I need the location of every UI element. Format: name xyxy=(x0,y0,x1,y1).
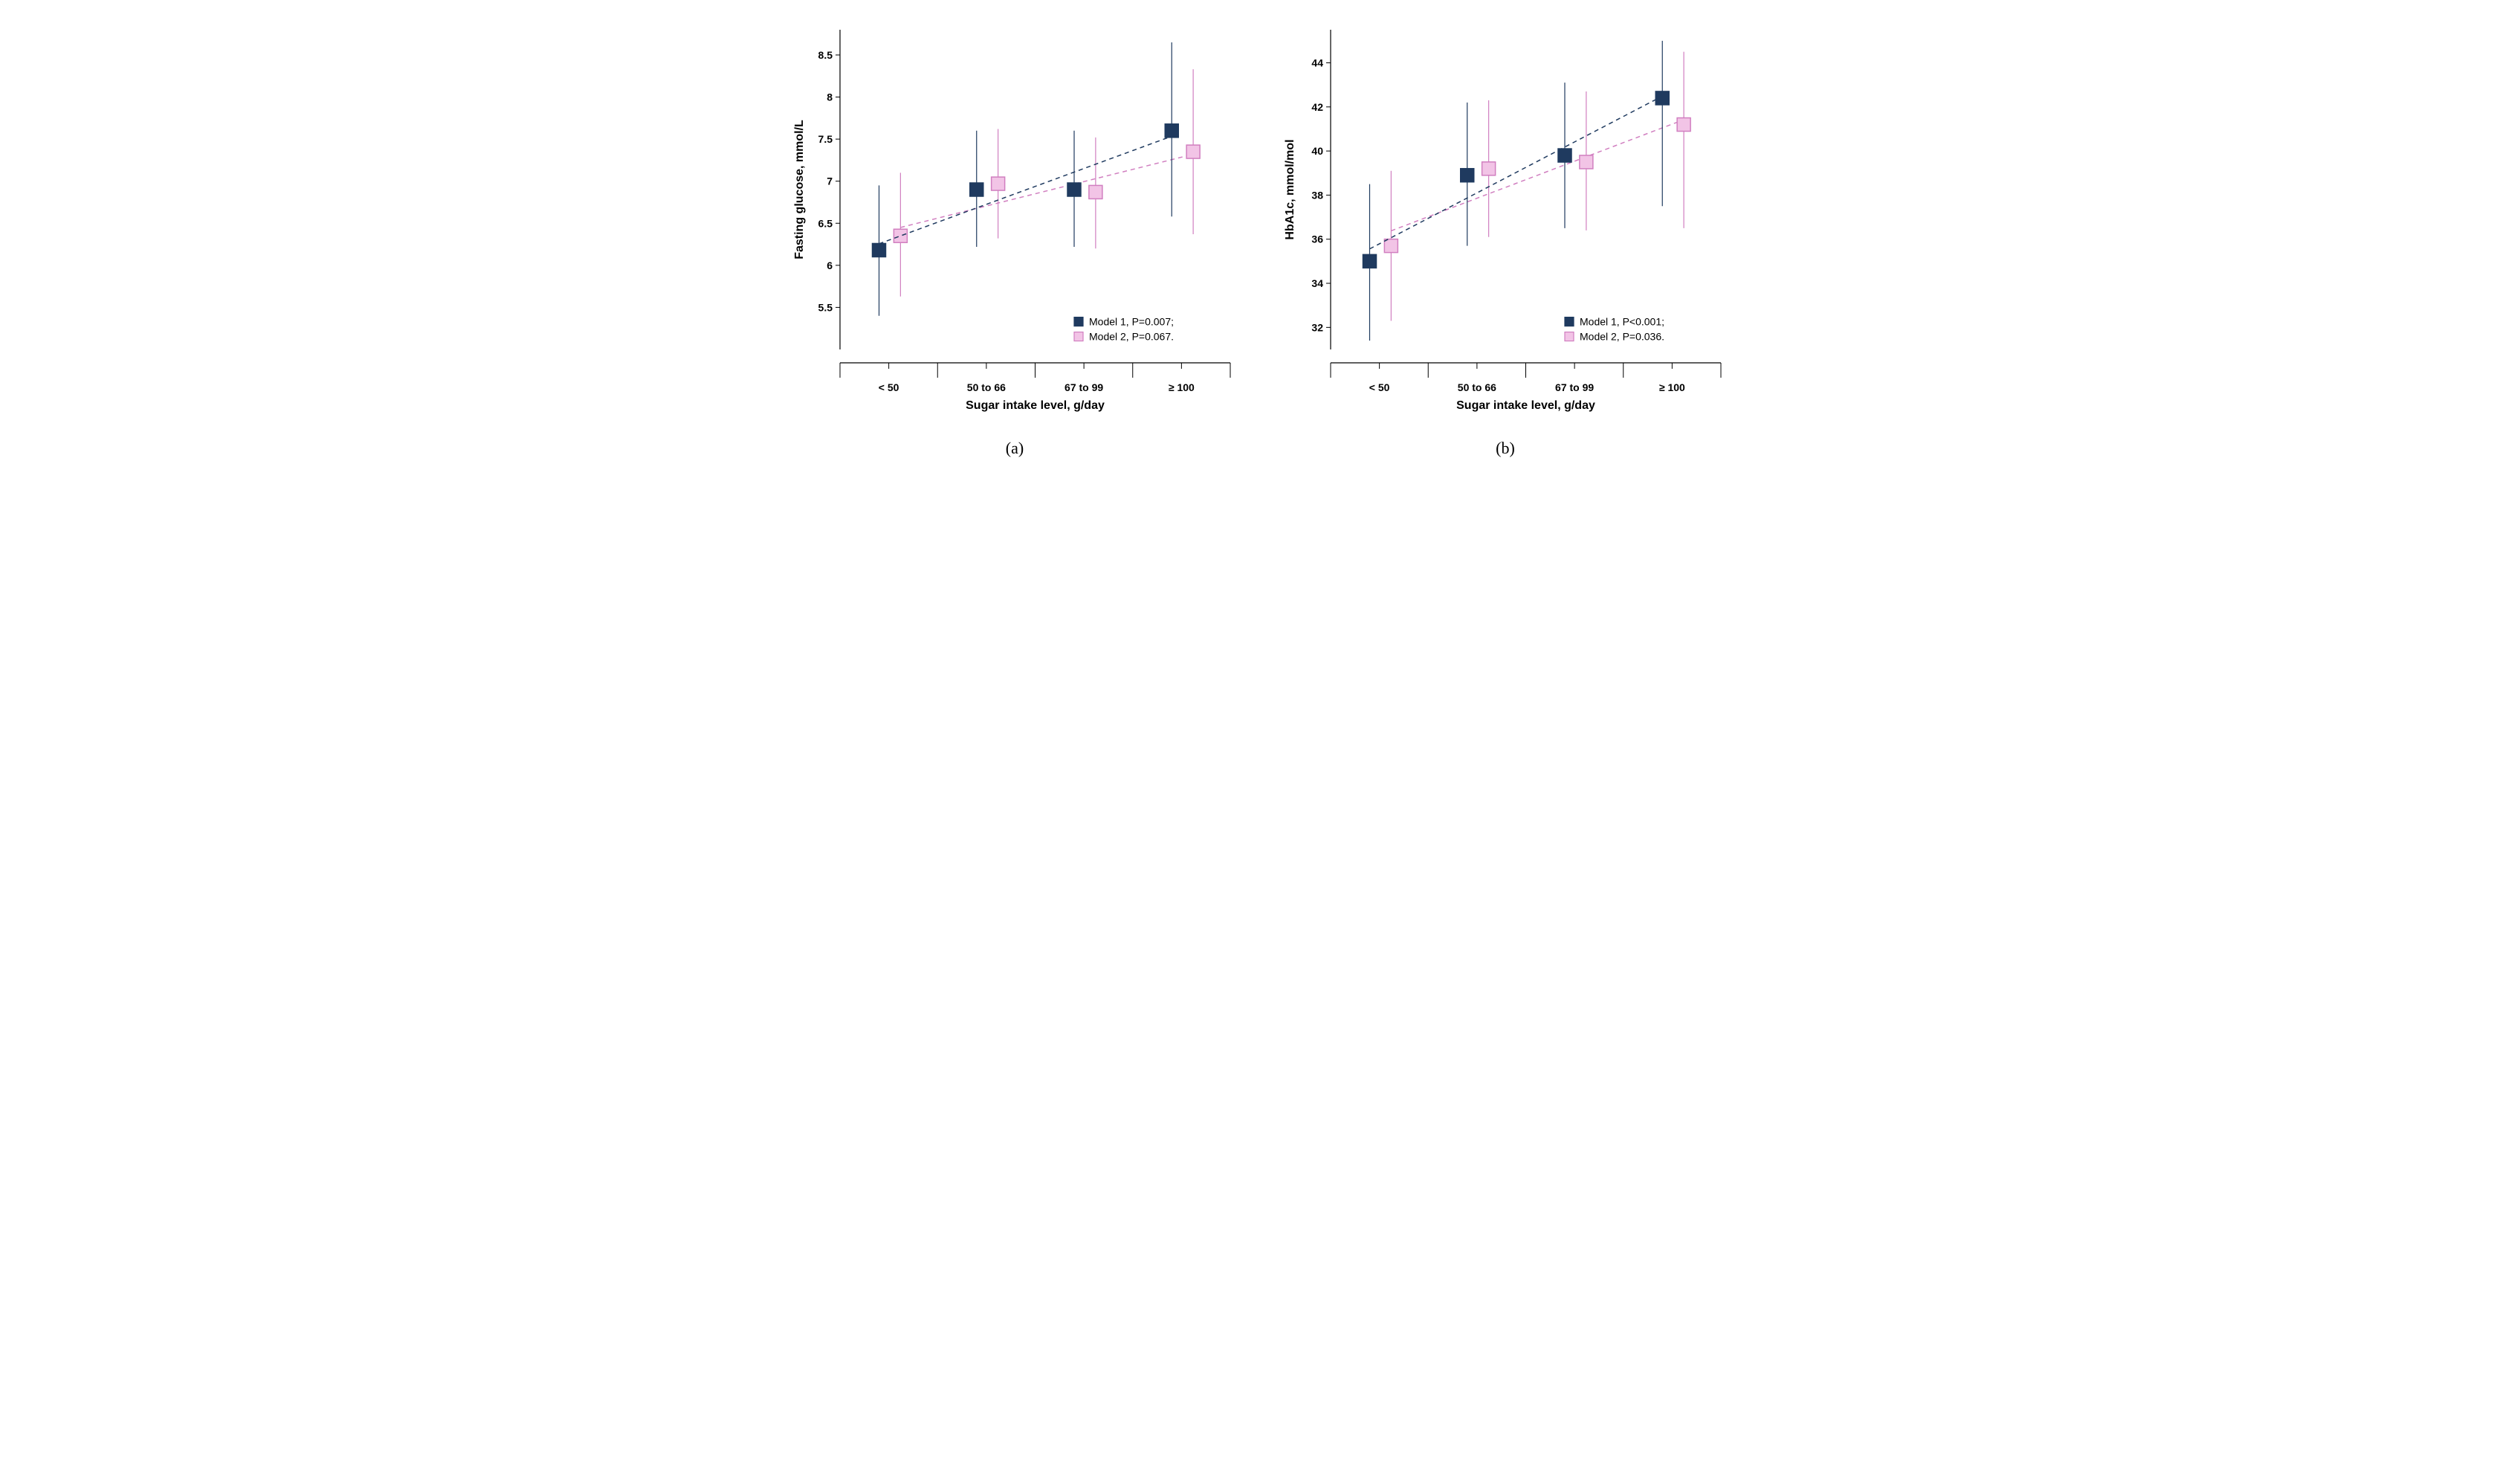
x-tick-label: < 50 xyxy=(1369,381,1390,393)
y-tick-label: 8 xyxy=(827,91,833,103)
model1-marker xyxy=(970,183,983,196)
y-tick-label: 38 xyxy=(1311,189,1323,201)
model2-trendline xyxy=(900,154,1193,227)
y-tick-label: 44 xyxy=(1311,57,1323,68)
legend-label-model1: Model 1, P<0.001; xyxy=(1580,316,1664,328)
model1-marker xyxy=(1558,149,1571,162)
panel-caption-b: (b) xyxy=(1496,439,1515,458)
model1-trendline xyxy=(879,136,1172,244)
legend-label-model2: Model 2, P=0.036. xyxy=(1580,331,1664,343)
legend-swatch-model1 xyxy=(1565,317,1574,326)
legend-label-model1: Model 1, P=0.007; xyxy=(1089,316,1174,328)
x-tick-label: 50 to 66 xyxy=(1458,381,1496,393)
y-tick-label: 7 xyxy=(827,175,833,187)
x-tick-label: 67 to 99 xyxy=(1064,381,1103,393)
model2-marker xyxy=(992,177,1005,190)
model2-marker xyxy=(1186,145,1200,158)
model1-marker xyxy=(1461,169,1474,182)
y-tick-label: 5.5 xyxy=(818,301,833,313)
model1-marker xyxy=(873,243,886,257)
model2-marker xyxy=(1580,155,1593,169)
y-tick-label: 7.5 xyxy=(818,133,833,145)
panel-a: 5.5 6 6.5 7 7.5 8 8.5 Fasting glucose, mmol/L < … xyxy=(784,15,1245,458)
y-tick-label: 32 xyxy=(1311,321,1323,333)
y-tick-label: 40 xyxy=(1311,145,1323,157)
chart-panels: 5.5 6 6.5 7 7.5 8 8.5 Fasting glucose, mmol/L < … xyxy=(15,15,2505,458)
chart-panel-b: 32 34 36 38 40 42 44 HbA1c, mmol/mol < 50 50 to 6… xyxy=(1275,15,1736,431)
legend-swatch-model1 xyxy=(1074,317,1083,326)
y-axis-label: HbA1c, mmol/mol xyxy=(1284,139,1296,239)
x-axis-label: Sugar intake level, g/day xyxy=(966,399,1105,412)
x-tick-label: ≥ 100 xyxy=(1169,381,1195,393)
x-tick-label: 50 to 66 xyxy=(967,381,1006,393)
x-tick-label: < 50 xyxy=(879,381,899,393)
model1-marker xyxy=(1655,91,1669,105)
panel-caption-a: (a) xyxy=(1006,439,1024,458)
model1-marker xyxy=(1067,183,1081,196)
x-axis-label: Sugar intake level, g/day xyxy=(1456,399,1595,412)
y-tick-label: 6 xyxy=(827,259,833,271)
legend-label-model2: Model 2, P=0.067. xyxy=(1089,331,1174,343)
y-tick-label: 6.5 xyxy=(818,217,833,229)
model2-marker xyxy=(1677,118,1690,132)
y-tick-label: 34 xyxy=(1311,277,1323,289)
x-tick-label: 67 to 99 xyxy=(1555,381,1594,393)
model1-marker xyxy=(1363,254,1377,268)
model2-marker xyxy=(894,229,907,242)
y-axis-label: Fasting glucose, mmol/L xyxy=(793,120,806,259)
model2-marker xyxy=(1089,185,1102,199)
model1-trendline xyxy=(1370,96,1663,249)
chart-panel-a: 5.5 6 6.5 7 7.5 8 8.5 Fasting glucose, mmol/L < … xyxy=(784,15,1245,431)
y-tick-label: 42 xyxy=(1311,101,1323,113)
model2-marker xyxy=(1384,239,1398,253)
model2-marker xyxy=(1482,162,1496,175)
y-tick-label: 8.5 xyxy=(818,49,833,61)
legend-swatch-model2 xyxy=(1074,332,1083,341)
legend-swatch-model2 xyxy=(1565,332,1574,341)
model1-marker xyxy=(1165,124,1178,138)
y-tick-label: 36 xyxy=(1311,233,1323,245)
panel-b: 32 34 36 38 40 42 44 HbA1c, mmol/mol < 50 50 to 6… xyxy=(1275,15,1736,458)
x-tick-label: ≥ 100 xyxy=(1659,381,1685,393)
